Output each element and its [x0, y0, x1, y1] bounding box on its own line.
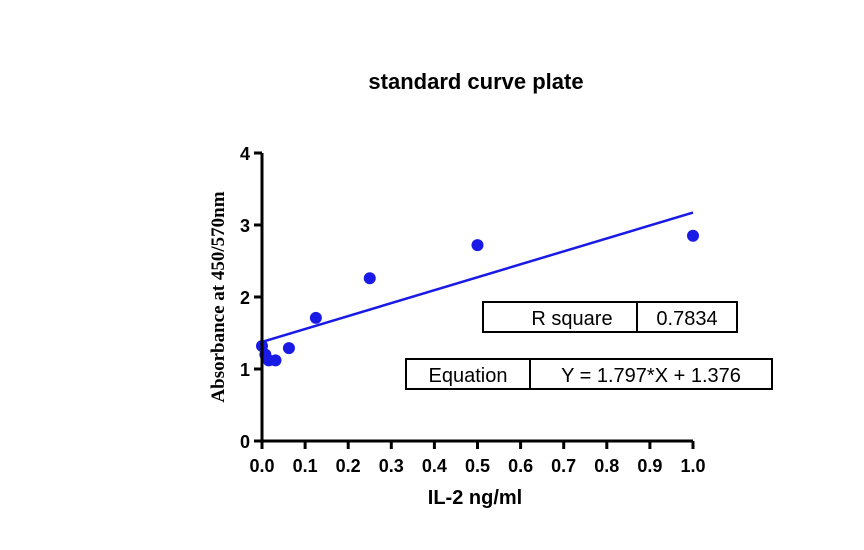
data-point	[269, 354, 282, 367]
x-tick-label: 0.0	[249, 456, 274, 476]
x-tick-label: 0.5	[465, 456, 490, 476]
x-tick-label: 0.3	[379, 456, 404, 476]
y-tick-label: 2	[240, 288, 250, 308]
x-tick-label: 0.8	[594, 456, 619, 476]
data-point	[282, 342, 295, 355]
data-point	[363, 272, 376, 285]
x-tick-label: 0.2	[336, 456, 361, 476]
y-axis: 0 1 2 3 4	[240, 144, 264, 452]
x-axis: 0.0 0.1 0.2 0.3 0.4 0.5 0.6 0.7 0.8 0.9 1.0	[249, 439, 706, 476]
x-tick-label: 0.9	[637, 456, 662, 476]
r-square-value: 0.7834	[656, 308, 717, 330]
equation-value: Y = 1.797*X + 1.376	[561, 365, 741, 387]
equation-box: Equation Y = 1.797*X + 1.376	[405, 358, 773, 390]
y-tick-label: 0	[240, 432, 250, 452]
regression-line	[261, 211, 694, 344]
data-point	[309, 311, 322, 324]
x-tick-label: 0.4	[422, 456, 447, 476]
x-tick-label: 0.6	[508, 456, 533, 476]
y-tick-label: 3	[240, 216, 250, 236]
y-axis-label: Absorbance at 450/570nm	[208, 191, 229, 402]
r-square-label: R square	[531, 308, 612, 330]
data-point	[471, 239, 484, 252]
equation-label: Equation	[429, 365, 508, 387]
data-point	[687, 229, 699, 242]
x-axis-label: IL-2 ng/ml	[428, 487, 522, 509]
x-tick-label: 0.1	[293, 456, 318, 476]
x-tick-label: 0.7	[551, 456, 576, 476]
r-square-box: R square 0.7834	[482, 301, 738, 333]
y-tick-label: 4	[240, 144, 250, 164]
y-tick-label: 1	[240, 360, 250, 380]
x-tick-label: 1.0	[680, 456, 705, 476]
chart-title: standard curve plate	[368, 69, 583, 94]
plot-area	[256, 211, 699, 367]
